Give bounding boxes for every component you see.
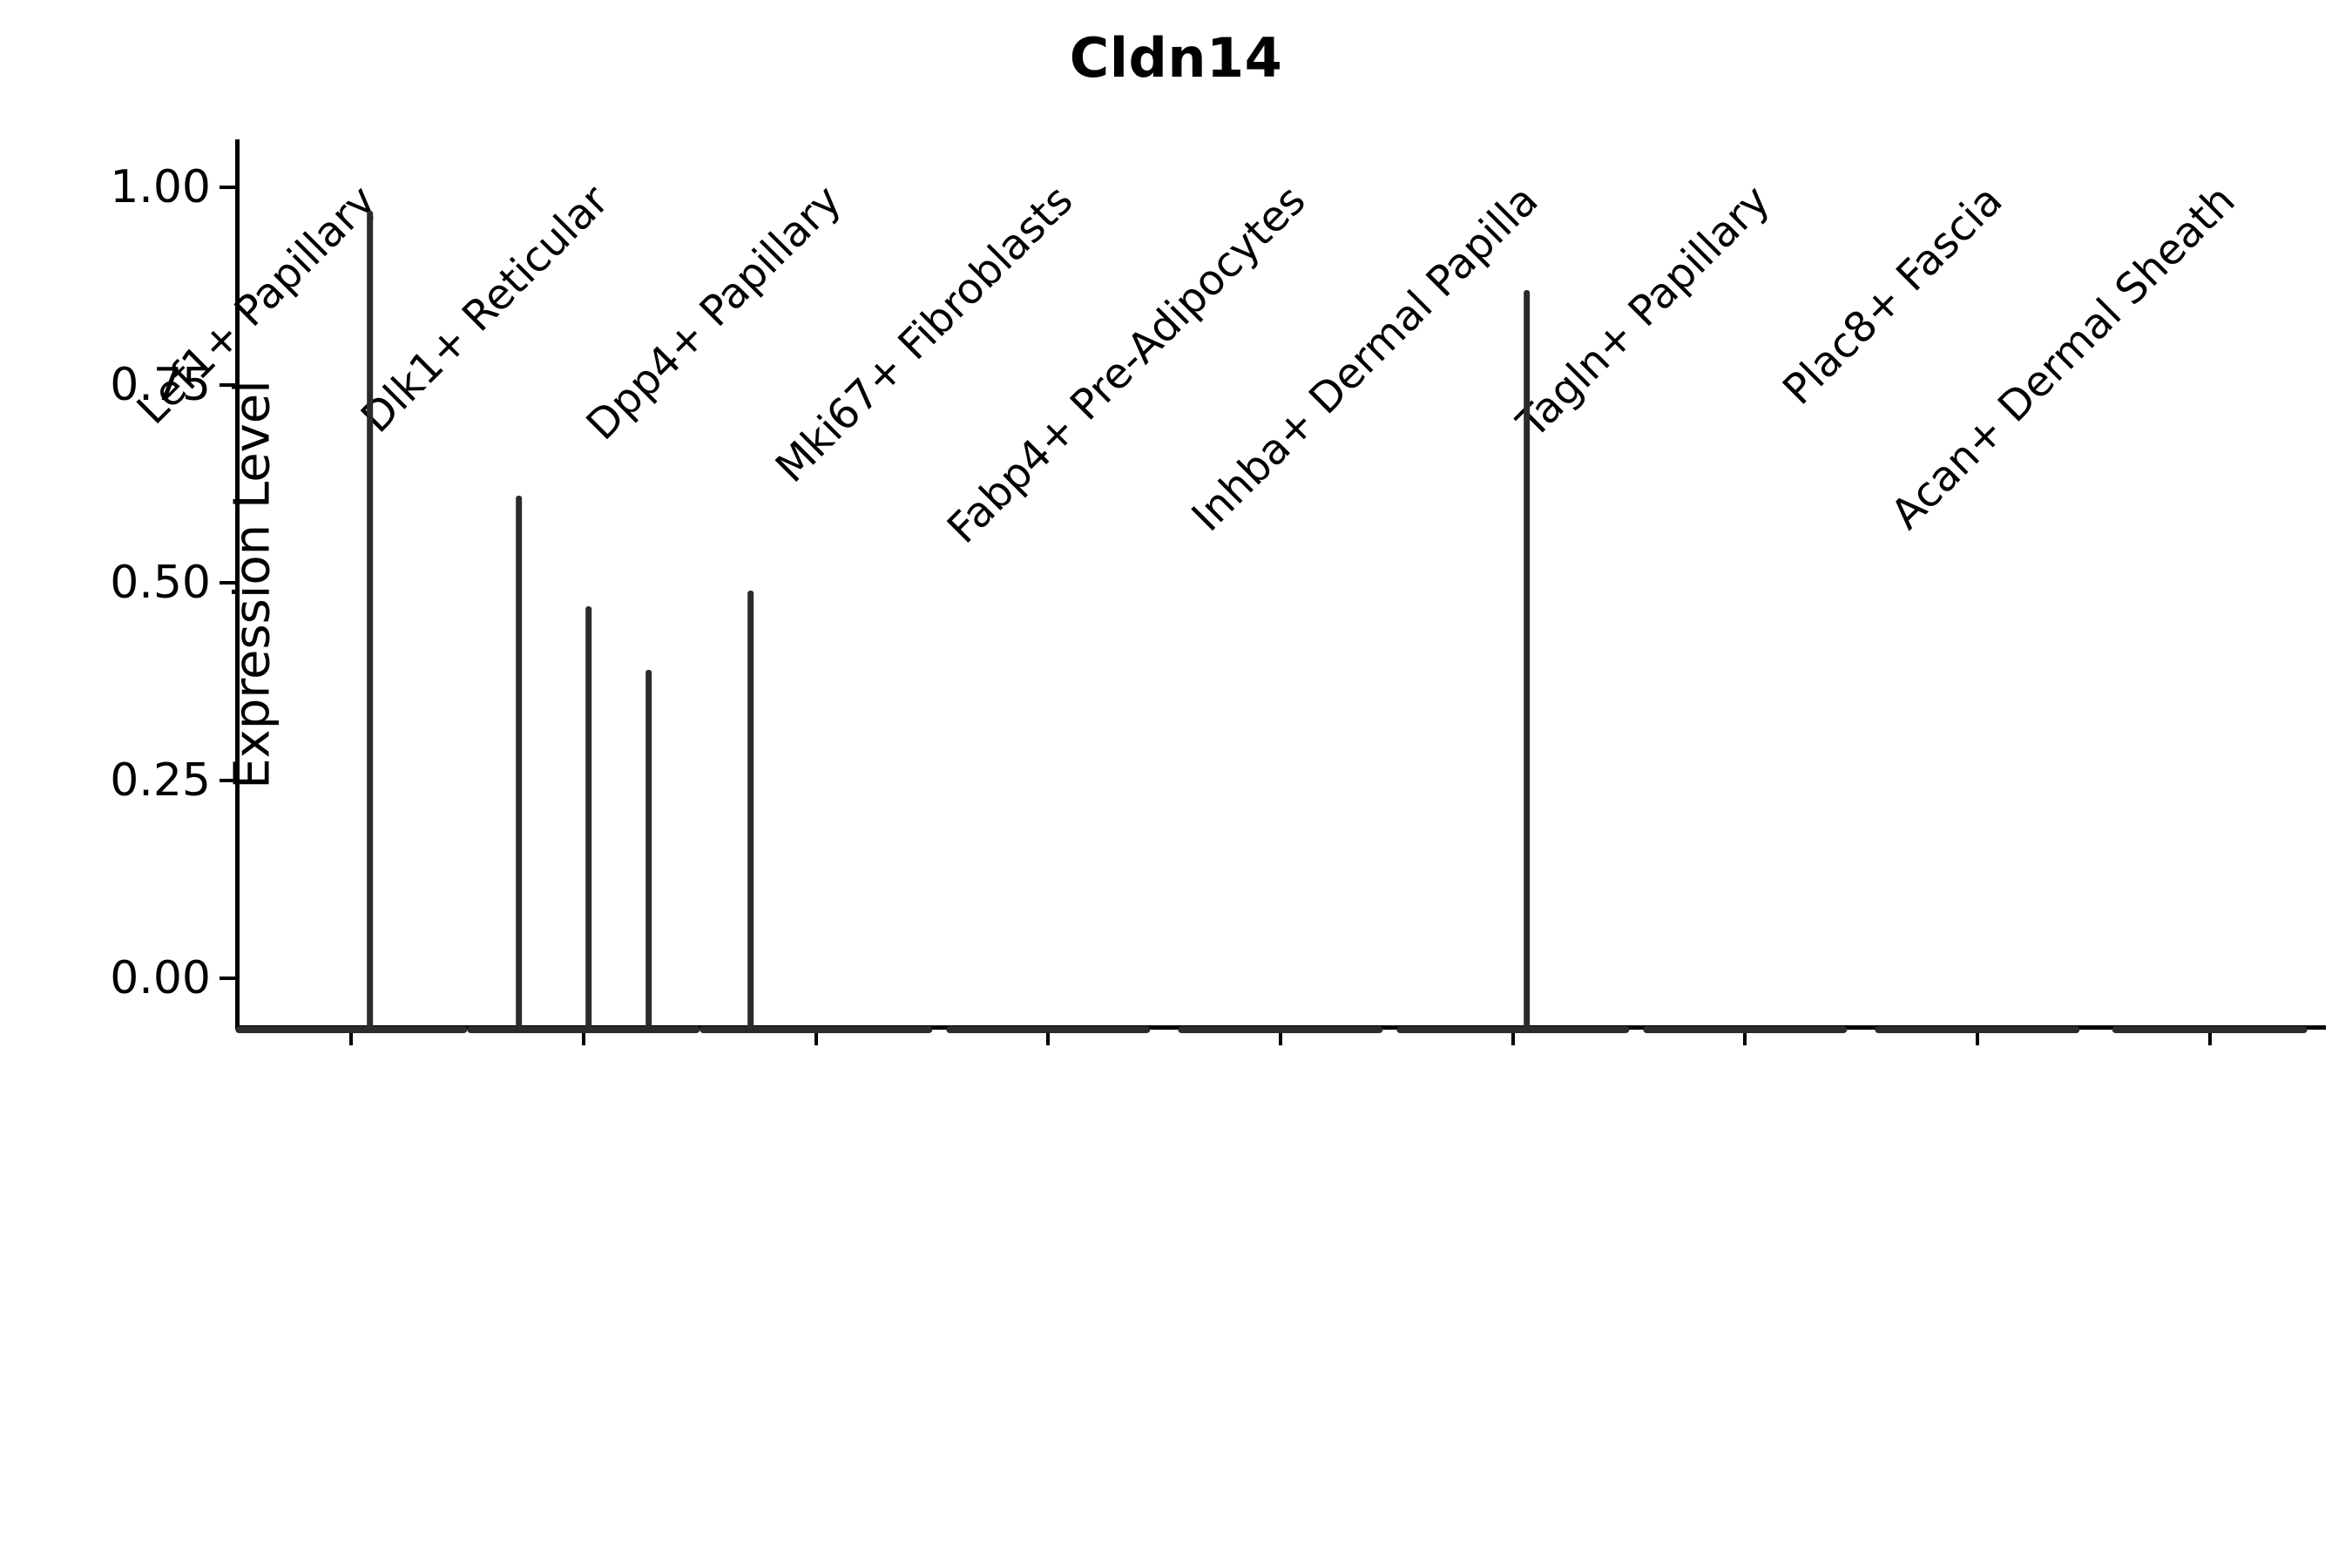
violin-baseline (467, 1026, 700, 1033)
x-tick-mark (1976, 1030, 1979, 1045)
plot-axes: Expression Level 1.00 0.75 0.50 0.25 0.00 Le… (110, 139, 2326, 1045)
violin-spike-2-1 (515, 495, 522, 1030)
x-tick-mark (814, 1030, 818, 1045)
violin-6 (1396, 139, 1629, 1033)
violin-4 (932, 139, 1165, 1033)
violin-baseline (2112, 1026, 2308, 1033)
violin-1 (235, 139, 468, 1033)
violin-3 (700, 139, 932, 1033)
violin-8 (1862, 139, 2094, 1033)
y-tick-mark (220, 976, 235, 980)
y-tick-mark (220, 580, 235, 585)
x-tick-mark (2207, 1030, 2212, 1045)
y-tick-label: 0.00 (110, 951, 211, 1004)
violin-9 (2093, 139, 2326, 1033)
violin-spike-1-1 (367, 210, 374, 1030)
violin-baseline (235, 1026, 468, 1033)
violin-spike-2-3 (645, 669, 652, 1030)
y-tick-label: 0.75 (110, 358, 211, 411)
x-tick-mark (1046, 1030, 1051, 1045)
violin-spike-2-2 (585, 605, 591, 1030)
y-tick-mark (220, 382, 235, 387)
y-tick-mark (220, 778, 235, 782)
x-tick-mark (582, 1030, 585, 1045)
x-tick-mark (349, 1030, 354, 1045)
violin-baseline (700, 1026, 932, 1033)
x-tick-mark (1279, 1030, 1282, 1045)
y-axis-spine (235, 139, 240, 1030)
page-title: Cldn14 (1069, 26, 1283, 90)
y-tick-label: 1.00 (110, 160, 211, 213)
violin-baseline (946, 1026, 1151, 1033)
violin-baseline (1643, 1026, 1848, 1033)
violin-2 (467, 139, 700, 1033)
y-tick-mark (220, 185, 235, 189)
x-tick-mark (1743, 1030, 1747, 1045)
violin-baseline (1178, 1026, 1383, 1033)
violin-spike-3-1 (747, 590, 754, 1030)
violin-baseline (1875, 1026, 2080, 1033)
violin-baseline (1396, 1026, 1629, 1033)
y-tick-label: 0.25 (110, 754, 211, 807)
violin-7 (1629, 139, 1862, 1033)
x-tick-mark (1511, 1030, 1515, 1045)
y-tick-label: 0.50 (110, 556, 211, 609)
violin-5 (1165, 139, 1397, 1033)
violin-spike-6-1 (1524, 289, 1531, 1030)
